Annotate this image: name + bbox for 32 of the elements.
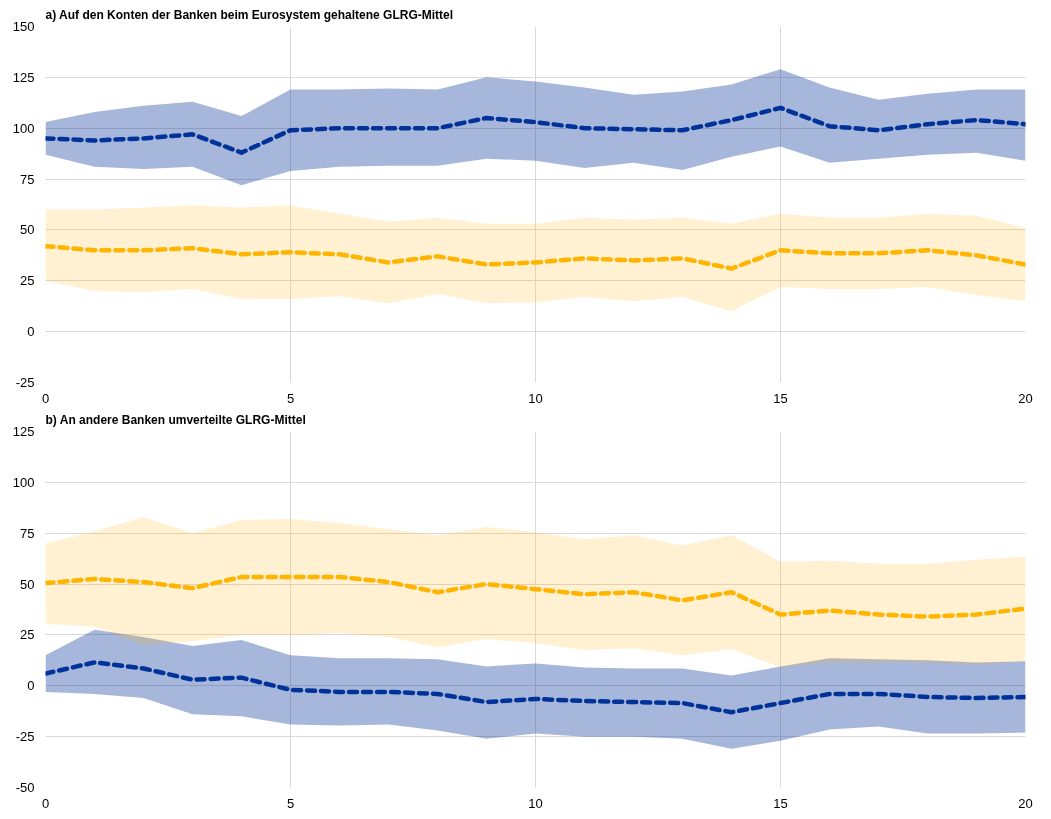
x-tick-label: 20 xyxy=(1018,795,1033,811)
x-tick-label: 15 xyxy=(773,390,788,406)
y-tick-label: -50 xyxy=(15,780,35,795)
x-tick-label: 15 xyxy=(773,795,788,811)
y-tick-label: 125 xyxy=(12,69,35,85)
line-series xyxy=(45,574,1026,619)
x-tick-label: 10 xyxy=(528,390,543,406)
line-series xyxy=(45,243,1026,271)
x-tick-label: 0 xyxy=(41,390,50,406)
x-tick-label: 5 xyxy=(286,390,295,406)
y-tick-label: 50 xyxy=(20,576,35,592)
y-tick-label: -25 xyxy=(15,729,35,745)
y-tick-label: 0 xyxy=(27,678,35,694)
y-tick-label: 75 xyxy=(20,525,35,541)
y-tick-label: 150 xyxy=(12,19,35,34)
line-series xyxy=(45,105,1026,155)
line-series xyxy=(45,660,1026,715)
y-tick-label: 75 xyxy=(20,171,35,187)
y-tick-label: 125 xyxy=(12,424,35,439)
y-tick-label: 100 xyxy=(12,474,35,490)
x-tick-label: 0 xyxy=(41,795,50,811)
y-tick-label: 100 xyxy=(12,120,35,136)
x-tick-label: 10 xyxy=(528,795,543,811)
chart-title: a) Auf den Konten der Banken beim Eurosystem gehaltene GLRG-Mittel xyxy=(45,7,454,22)
x-tick-label: 20 xyxy=(1018,390,1033,406)
y-tick-label: -25 xyxy=(15,375,35,390)
y-tick-label: 50 xyxy=(20,222,35,238)
y-tick-label: 25 xyxy=(20,627,35,643)
chart-title: b) An andere Banken umverteilte GLRG-Mittel xyxy=(45,412,306,427)
y-tick-label: 0 xyxy=(27,324,35,340)
y-tick-label: 25 xyxy=(20,273,35,289)
x-tick-label: 5 xyxy=(286,795,295,811)
